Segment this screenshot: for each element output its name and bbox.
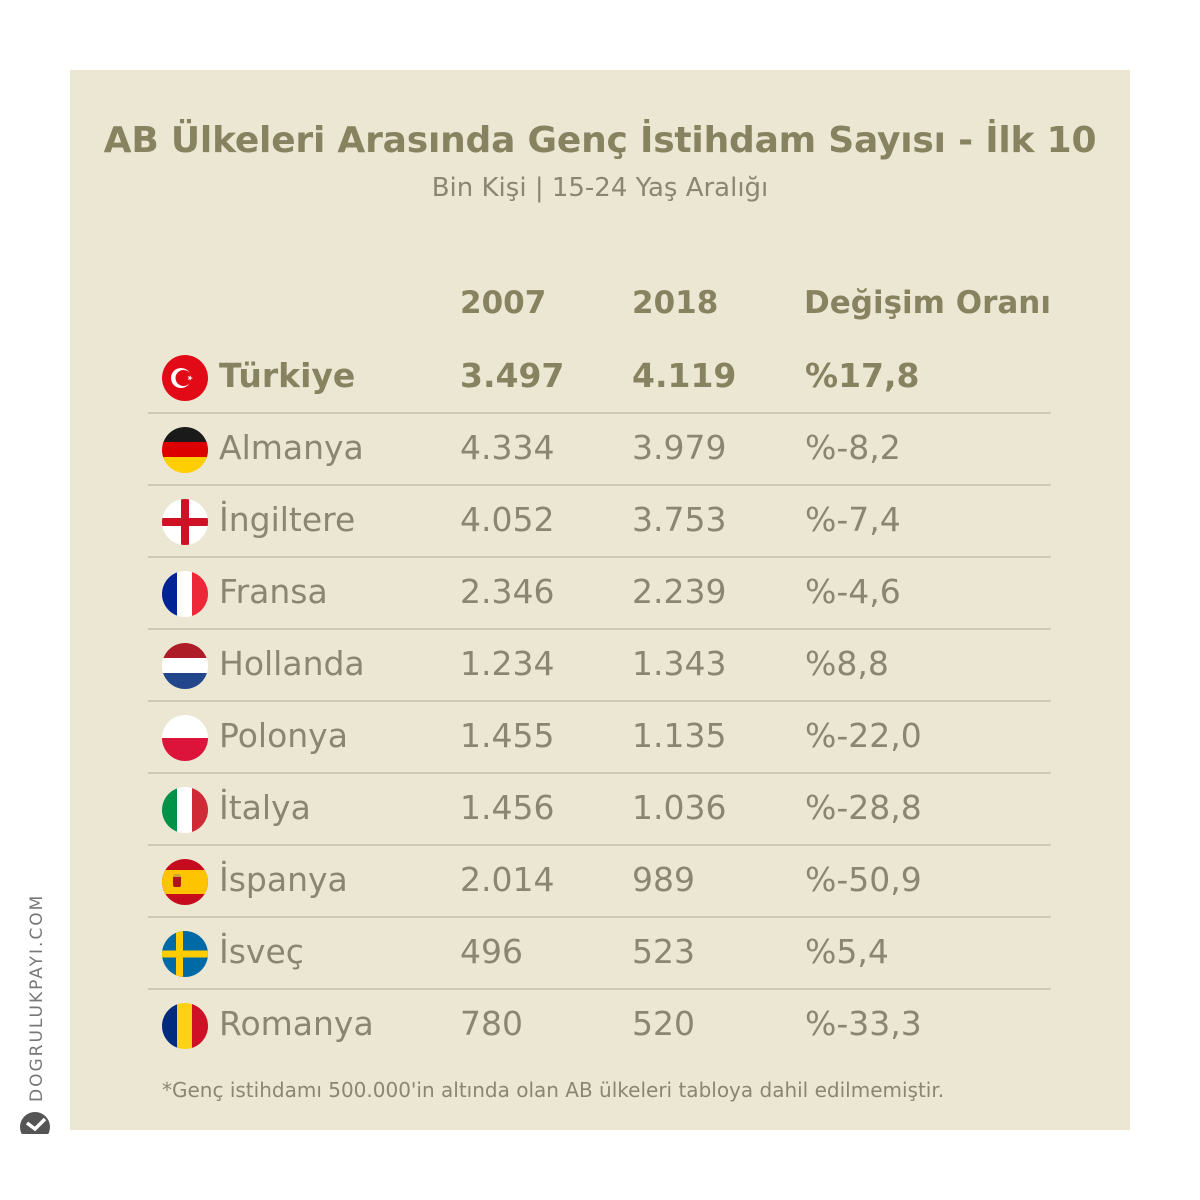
table-row: İsveç 496 523 %5,4 [148, 918, 1051, 990]
change-rate: %17,8 [805, 356, 920, 395]
value-2007: 2.014 [460, 860, 555, 899]
value-2018: 3.979 [632, 428, 727, 467]
country-label: Fransa [219, 572, 328, 611]
country-label: İngiltere [219, 500, 356, 539]
france-flag-icon [162, 571, 208, 617]
value-2018: 523 [632, 932, 695, 971]
row-divider [148, 628, 1051, 630]
italy-flag-icon [162, 787, 208, 833]
value-2007: 1.234 [460, 644, 555, 683]
row-divider [148, 484, 1051, 486]
change-rate: %-28,8 [805, 788, 922, 827]
brand-logo-icon [20, 1112, 50, 1134]
footnote: *Genç istihdamı 500.000'in altında olan … [162, 1078, 945, 1102]
table-row: Polonya 1.455 1.135 %-22,0 [148, 702, 1051, 774]
value-2018: 4.119 [632, 356, 737, 395]
chart-title: AB Ülkeleri Arasında Genç İstihdam Sayıs… [103, 120, 1097, 161]
row-divider [148, 916, 1051, 918]
table-row: İngiltere 4.052 3.753 %-7,4 [148, 486, 1051, 558]
country-label: Romanya [219, 1004, 374, 1043]
value-2007: 780 [460, 1004, 523, 1043]
england-flag-icon [162, 499, 208, 545]
chart-card: AB Ülkeleri Arasında Genç İstihdam Sayıs… [70, 70, 1130, 1130]
table-row: Fransa 2.346 2.239 %-4,6 [148, 558, 1051, 630]
change-rate: %-22,0 [805, 716, 922, 755]
turkey-flag-icon [162, 355, 208, 401]
table-row: Türkiye 3.497 4.119 %17,8 [148, 342, 1051, 414]
row-divider [148, 556, 1051, 558]
table-row: İspanya 2.014 989 %-50,9 [148, 846, 1051, 918]
value-2007: 4.052 [460, 500, 555, 539]
table-row: Hollanda 1.234 1.343 %8,8 [148, 630, 1051, 702]
value-2007: 1.455 [460, 716, 555, 755]
country-label: İtalya [219, 788, 311, 827]
value-2007: 4.334 [460, 428, 555, 467]
country-label: Almanya [219, 428, 364, 467]
country-label: İspanya [219, 860, 348, 899]
brand-watermark: DOGRULUKPAYI.COM [27, 893, 47, 1102]
country-label: Türkiye [219, 356, 356, 395]
row-divider [148, 700, 1051, 702]
table-row: Romanya 780 520 %-33,3 [148, 990, 1051, 1062]
romania-flag-icon [162, 1003, 208, 1049]
value-2018: 1.135 [632, 716, 727, 755]
column-header-2007: 2007 [460, 285, 547, 321]
table-row: Almanya 4.334 3.979 %-8,2 [148, 414, 1051, 486]
table-body: Türkiye 3.497 4.119 %17,8 Almanya 4.334 3.979%… [70, 70, 1130, 1130]
change-rate: %-4,6 [805, 572, 901, 611]
value-2007: 1.456 [460, 788, 555, 827]
change-rate: %5,4 [805, 932, 889, 971]
table-row: İtalya 1.456 1.036 %-28,8 [148, 774, 1051, 846]
country-label: İsveç [219, 932, 304, 971]
sweden-flag-icon [162, 931, 208, 977]
value-2007: 2.346 [460, 572, 555, 611]
netherlands-flag-icon [162, 643, 208, 689]
row-divider [148, 772, 1051, 774]
change-rate: %-50,9 [805, 860, 922, 899]
row-divider [148, 412, 1051, 414]
row-divider [148, 988, 1051, 990]
change-rate: %-8,2 [805, 428, 901, 467]
spain-flag-icon [162, 859, 208, 905]
row-divider [148, 844, 1051, 846]
country-label: Polonya [219, 716, 348, 755]
chart-subtitle: Bin Kişi | 15-24 Yaş Aralığı [431, 173, 769, 203]
change-rate: %-7,4 [805, 500, 901, 539]
column-header-change: Değişim Oranı [804, 285, 1052, 321]
value-2018: 3.753 [632, 500, 727, 539]
value-2007: 496 [460, 932, 523, 971]
value-2018: 989 [632, 860, 695, 899]
value-2018: 1.036 [632, 788, 727, 827]
germany-flag-icon [162, 427, 208, 473]
change-rate: %8,8 [805, 644, 889, 683]
value-2018: 1.343 [632, 644, 727, 683]
country-label: Hollanda [219, 644, 365, 683]
column-header-2018: 2018 [632, 285, 719, 321]
poland-flag-icon [162, 715, 208, 761]
value-2018: 520 [632, 1004, 695, 1043]
change-rate: %-33,3 [805, 1004, 922, 1043]
value-2007: 3.497 [460, 356, 565, 395]
value-2018: 2.239 [632, 572, 727, 611]
